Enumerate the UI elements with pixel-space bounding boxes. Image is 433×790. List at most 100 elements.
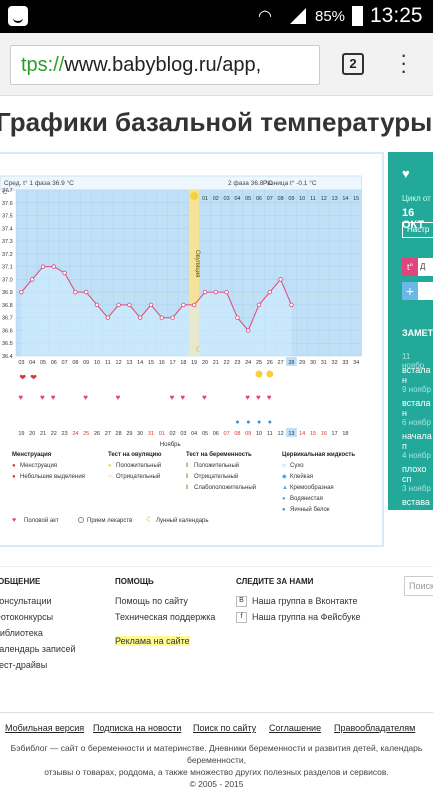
temperature-point: [105, 315, 110, 320]
today-highlight: [286, 357, 297, 366]
footer-link[interactable]: Календарь записей: [0, 644, 76, 654]
cervical-fluid-icon: ●: [257, 419, 261, 426]
y-tick-label: 36.4: [2, 354, 13, 360]
footer-link[interactable]: Тест-драйвы: [0, 660, 48, 670]
footer-help-heading: ПОМОЩЬ: [115, 577, 154, 586]
temperature-point: [116, 302, 121, 308]
note-text[interactable]: встала н: [402, 398, 431, 418]
date-label: 01: [159, 431, 165, 437]
date-label: 15: [310, 431, 316, 437]
x-tick-label: 34: [353, 360, 359, 366]
overflow-menu-icon[interactable]: · · ·: [400, 42, 408, 83]
intercourse-heart-icon: ♥: [256, 393, 261, 402]
x-tick-label: 19: [191, 360, 197, 366]
x-tick-label: 16: [159, 360, 165, 366]
temperature-point: [148, 302, 154, 308]
footer-search-input[interactable]: Поиск: [404, 576, 433, 596]
date-label: 31: [148, 431, 154, 437]
date-label: 07: [224, 431, 230, 437]
footer-link[interactable]: Фотоконкурсы: [0, 612, 54, 622]
ovulation-label: Овуляция: [194, 250, 200, 277]
facebook-icon[interactable]: f: [236, 612, 247, 623]
top-day-label: 05: [245, 196, 251, 202]
sidebar-panel: ♥ Цикл от 16 ОКТ Настр t° Д + ЗАМЕТ 11 н…: [388, 152, 433, 510]
x-tick-label: 15: [148, 360, 154, 366]
note-text[interactable]: встала н: [402, 365, 431, 385]
intercourse-heart-icon: ♥: [51, 393, 56, 402]
bottom-link[interactable]: Мобильная версия: [5, 723, 85, 733]
site-footer: [0, 566, 433, 770]
temperature-point: [245, 328, 251, 333]
top-day-label: 08: [278, 196, 284, 202]
note-date: 4 ноябр: [402, 451, 431, 460]
copyright-line-2: отзывы о товарах, роддома, а также множе…: [44, 767, 389, 777]
intercourse-heart-icon: ♥: [245, 393, 250, 402]
date-label: 21: [40, 431, 46, 437]
legend-cervical-icon: ●: [282, 496, 286, 502]
intercourse-heart-icon: ♥: [180, 393, 185, 402]
date-label: 10: [256, 431, 262, 437]
temperature-field[interactable]: Д: [418, 258, 433, 276]
footer-social-link[interactable]: Наша группа в Вконтакте: [252, 596, 358, 606]
x-tick-label: 18: [180, 360, 186, 366]
bottom-link[interactable]: Соглашение: [269, 723, 322, 733]
date-label: 16: [321, 431, 327, 437]
bbt-chart: Сред. t° 1 фаза 36.9 °C 2 фаза 36.8 °CРаз…: [0, 175, 363, 524]
y-tick-label: 36.8: [2, 303, 13, 309]
legend-cervical-icon: ▲: [282, 485, 288, 491]
note-text[interactable]: начала п: [402, 431, 432, 451]
x-tick-label: 05: [40, 360, 46, 366]
top-day-label: 06: [256, 196, 262, 202]
bottom-link[interactable]: Правообладателям: [334, 723, 416, 733]
legend-menstruation-icon: ●: [12, 474, 16, 480]
y-tick-label: 37.7: [2, 188, 13, 194]
y-tick-label: 36.5: [2, 341, 13, 347]
legend-ovulation-item: Отрицательный: [116, 473, 160, 480]
footer-link[interactable]: Помощь по сайту: [115, 596, 188, 606]
y-tick-label: 37.6: [2, 201, 13, 207]
top-day-label: 15: [353, 196, 359, 202]
date-label: 22: [51, 431, 57, 437]
note-field[interactable]: [418, 282, 433, 300]
vk-icon[interactable]: B: [236, 596, 247, 607]
top-day-label: 12: [321, 196, 327, 202]
bottom-link[interactable]: Подписка на новости: [93, 723, 182, 733]
page-title: Графики базальной температуры: [0, 107, 433, 137]
date-label: 18: [342, 431, 348, 437]
temperature-point: [224, 289, 229, 295]
note-text[interactable]: встава: [402, 497, 430, 507]
bottom-link[interactable]: Поиск по сайту: [193, 723, 257, 733]
x-tick-label: 13: [126, 360, 132, 366]
x-tick-label: 33: [342, 360, 348, 366]
date-label: 20: [29, 431, 35, 437]
y-tick-label: 37.3: [2, 239, 13, 245]
legend-ovulation-icon: ○: [108, 474, 112, 480]
settings-button[interactable]: Настр: [402, 222, 433, 238]
x-tick-label: 03: [18, 360, 24, 366]
date-label: 06: [213, 431, 219, 437]
legend-menstruation-item: Менструация: [20, 463, 57, 469]
footer-link[interactable]: Реклама на сайте: [115, 636, 190, 646]
note-text[interactable]: плохо сп: [402, 464, 427, 484]
date-label: 03: [180, 431, 186, 437]
y-axis-unit: C°: [3, 190, 9, 196]
y-tick-label: 36.7: [2, 316, 13, 322]
note-date: 3 ноябр: [402, 484, 431, 493]
footer-link[interactable]: Техническая поддержка: [115, 612, 216, 622]
x-tick-label: 20: [202, 360, 208, 366]
notification-icon: [8, 6, 28, 26]
address-bar[interactable]: tps://www.babyblog.ru/app,: [10, 45, 320, 85]
footer-link[interactable]: Библиотека: [0, 628, 43, 638]
date-label: 28: [116, 431, 122, 437]
intercourse-heart-icon: ♥: [116, 393, 121, 402]
add-note-button[interactable]: +: [402, 282, 418, 300]
footer-social-link[interactable]: Наша группа на Фейсбуке: [252, 612, 361, 622]
top-day-label: 13: [332, 196, 338, 202]
footer-link[interactable]: Консультации: [0, 596, 52, 606]
add-temperature-button[interactable]: t°: [402, 258, 418, 276]
legend-pregnancy-icon: ‖: [186, 485, 188, 491]
date-label: 19: [18, 431, 24, 437]
menstruation-drop-icon: ❤: [30, 373, 37, 382]
tabs-button[interactable]: 2: [342, 53, 364, 75]
top-day-label: 01: [202, 196, 208, 202]
